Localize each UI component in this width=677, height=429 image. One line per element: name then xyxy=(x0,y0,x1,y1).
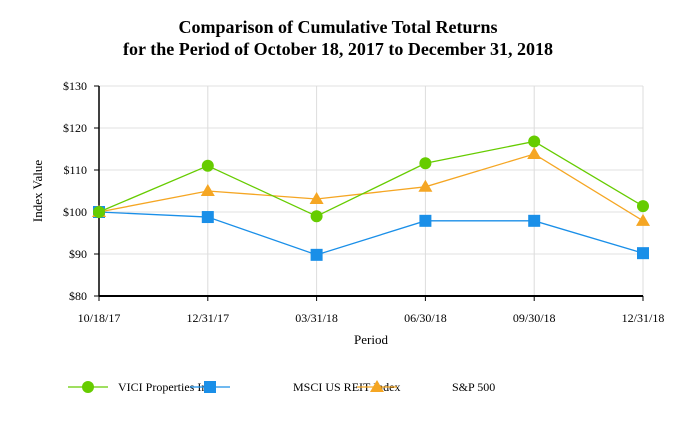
data-point-circle xyxy=(637,200,649,213)
data-point-circle xyxy=(93,206,105,218)
data-point-square xyxy=(528,214,541,227)
y-tick-label: $130 xyxy=(63,79,87,93)
chart-title-line-2: for the Period of October 18, 2017 to De… xyxy=(123,39,553,59)
legend-marker-triangle xyxy=(370,380,384,392)
legend-marker-square xyxy=(204,381,216,393)
x-tick-label: 12/31/17 xyxy=(186,311,229,325)
grid xyxy=(98,85,644,297)
series-vici-properties-inc xyxy=(93,135,649,223)
data-point-triangle xyxy=(636,213,650,226)
series-line xyxy=(98,153,644,222)
data-point-circle xyxy=(419,157,432,170)
legend: VICI Properties Inc MSCI US REIT Index S&P… xyxy=(68,380,495,394)
y-tick-label: $80 xyxy=(69,289,87,303)
x-tick-label: 03/31/18 xyxy=(295,311,338,325)
data-point-triangle xyxy=(418,179,433,192)
data-point-square xyxy=(310,248,323,261)
legend-item: S&P 500 xyxy=(357,380,495,394)
data-point-square xyxy=(419,214,432,227)
series-group xyxy=(92,135,650,261)
legend-item: VICI Properties Inc xyxy=(68,380,213,394)
x-axis-label: Period xyxy=(354,332,388,347)
series-msci-us-reit-index xyxy=(93,206,649,261)
y-tick-label: $90 xyxy=(69,247,87,261)
data-point-triangle xyxy=(527,147,542,160)
data-point-triangle xyxy=(309,191,324,204)
data-point-circle xyxy=(528,135,541,148)
y-axis-ticks: $80 $90 $100 $110 $120 $130 xyxy=(63,79,99,303)
legend-label: VICI Properties Inc xyxy=(118,380,213,394)
x-tick-label: 06/30/18 xyxy=(404,311,447,325)
y-axis-label: Index Value xyxy=(30,160,45,222)
y-tick-label: $110 xyxy=(63,163,87,177)
y-tick-label: $120 xyxy=(63,121,87,135)
x-axis-ticks: 10/18/17 12/31/17 03/31/18 06/30/18 09/30/18… xyxy=(78,296,665,325)
chart-title-line-1: Comparison of Cumulative Total Returns xyxy=(178,17,497,37)
legend-marker-circle xyxy=(82,381,94,393)
data-point-circle xyxy=(201,159,214,172)
legend-label: S&P 500 xyxy=(452,380,495,394)
series-line xyxy=(98,140,644,217)
x-tick-label: 09/30/18 xyxy=(513,311,556,325)
data-point-square xyxy=(201,211,214,224)
x-tick-label: 10/18/17 xyxy=(78,311,121,325)
data-point-circle xyxy=(310,210,323,223)
y-tick-label: $100 xyxy=(63,205,87,219)
series-s-p-500 xyxy=(92,147,650,226)
data-point-triangle xyxy=(200,184,215,196)
x-tick-label: 12/31/18 xyxy=(622,311,665,325)
series-line xyxy=(98,211,644,256)
data-point-square xyxy=(637,247,649,260)
axes xyxy=(98,86,643,297)
